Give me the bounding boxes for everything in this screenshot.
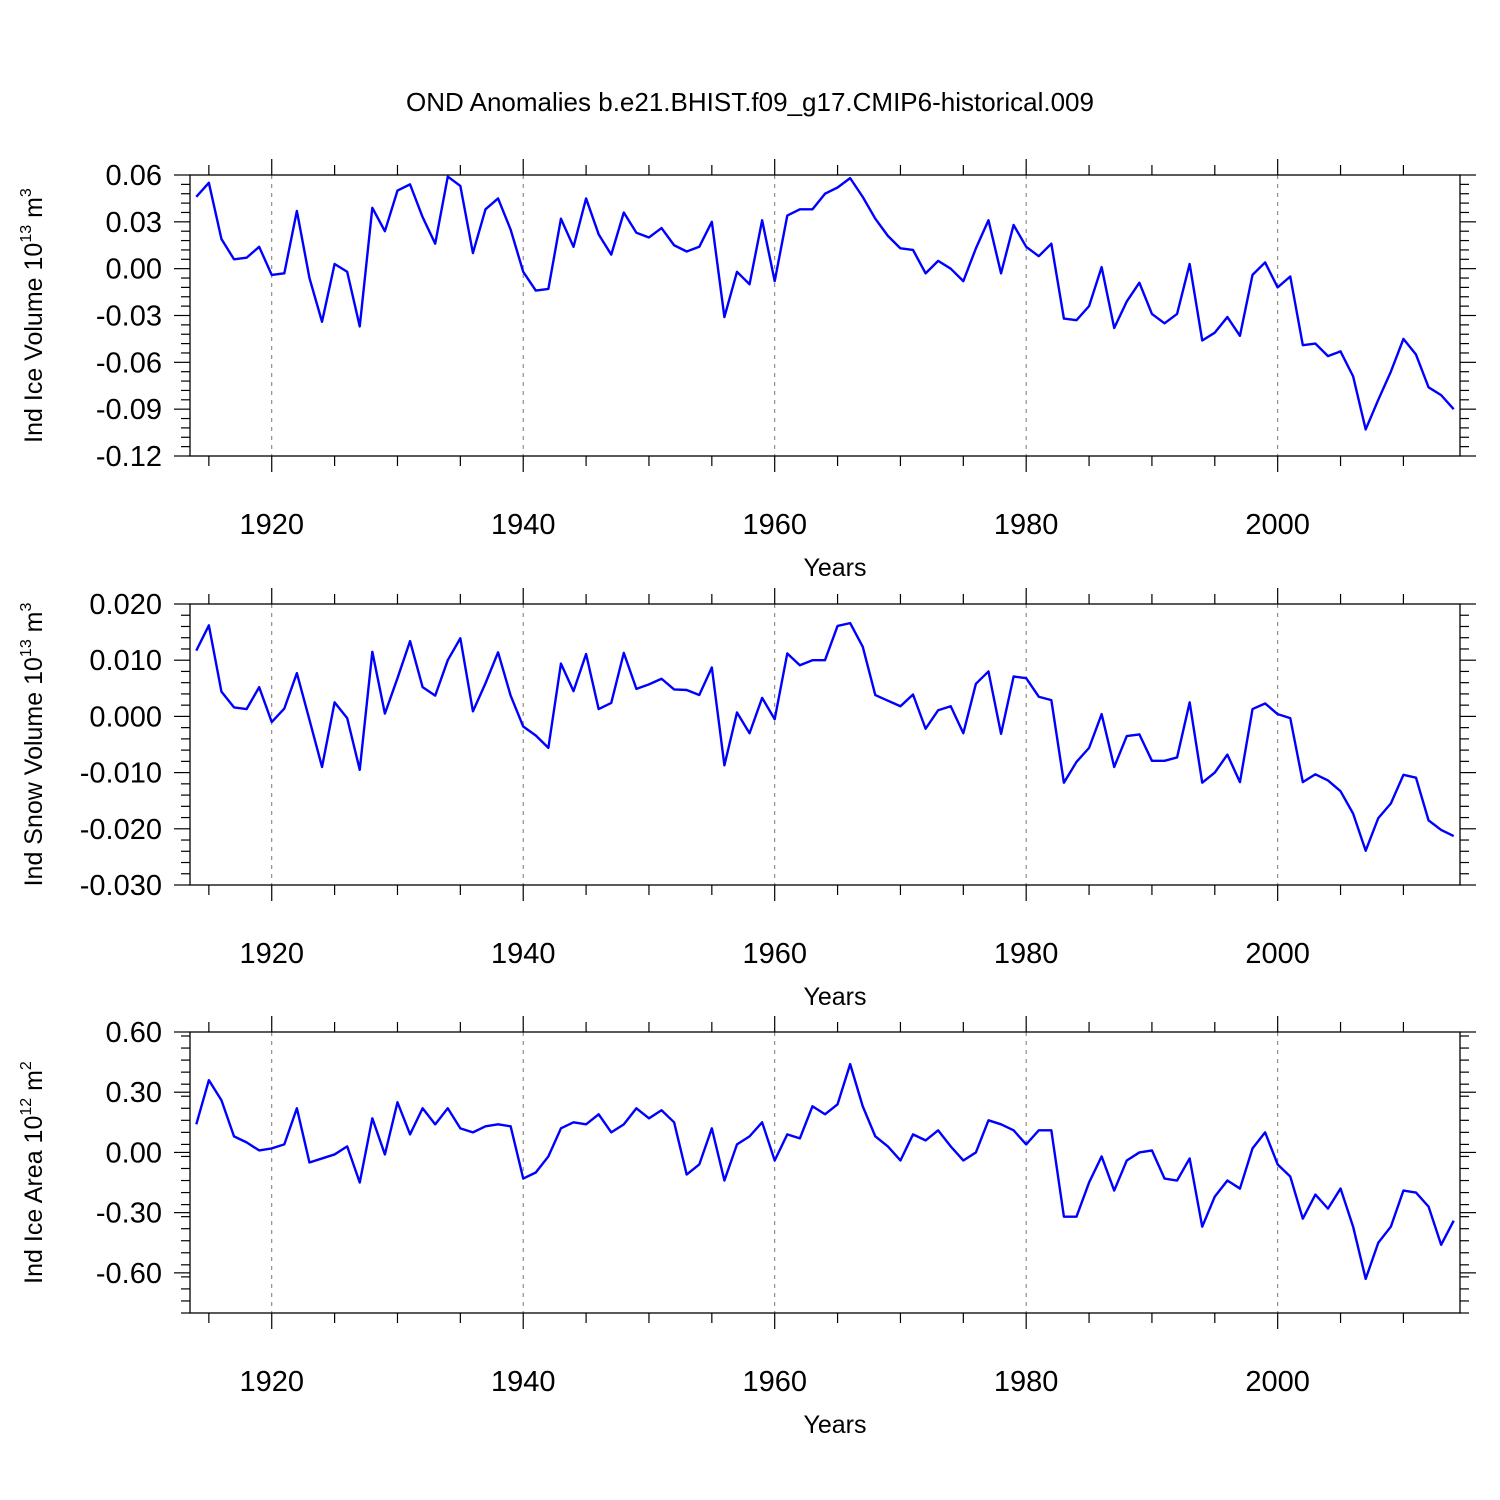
ice-volume-ytick-label: -0.12 — [96, 441, 162, 473]
ice-area-ytick-label: 0.00 — [106, 1137, 162, 1169]
ice-area-ytick-label: -0.60 — [96, 1258, 162, 1290]
ice-volume-ytick-label: 0.03 — [106, 207, 162, 239]
ice-volume-ylabel-unit-exponent: 3 — [18, 188, 35, 197]
ice-area-ylabel-unit-exponent: 2 — [18, 1061, 35, 1070]
panel-ice-volume: 1920 1940 1960 1980 2000 -0.12 -0.09 -0.06 -0.03… — [18, 159, 1476, 582]
snow-volume-ytick-label: 0.010 — [89, 645, 162, 677]
ice-area-ytick-label: 0.60 — [106, 1017, 162, 1049]
ice-area-xtick-label-2000: 2000 — [1245, 1366, 1310, 1398]
ice-volume-xtick-label-1920: 1920 — [239, 509, 304, 541]
ice-volume-xtick-label-1960: 1960 — [742, 509, 807, 541]
ice-volume-ytick-label: 0.00 — [106, 254, 162, 286]
ice-area-xtick-label-1960: 1960 — [742, 1366, 807, 1398]
ice-area-ylabel-text: Ind Ice Area 10 — [20, 1116, 48, 1284]
ice-area-ytick-label: 0.30 — [106, 1077, 162, 1109]
ice-area-plot-frame — [189, 1031, 1461, 1314]
ice-volume-ylabel-text: Ind Ice Volume 10 — [20, 243, 48, 443]
ice-area-series-line — [195, 1062, 1455, 1281]
ice-area-xtick-label-1980: 1980 — [994, 1366, 1059, 1398]
ice-area-xtick-label-1940: 1940 — [491, 1366, 556, 1398]
ice-volume-ylabel-unit: m — [20, 197, 48, 225]
ice-volume-series-line — [195, 175, 1455, 431]
snow-volume-ytick-label: -0.030 — [80, 870, 162, 902]
ice-area-xtick-label-1920: 1920 — [239, 1366, 304, 1398]
ice-volume-ytick-label: -0.06 — [96, 347, 162, 379]
snow-volume-xlabel: Years — [803, 983, 866, 1011]
snow-volume-ylabel-unit: m — [20, 612, 48, 640]
ice-volume-ytick-label: -0.03 — [96, 301, 162, 333]
snow-volume-ylabel-unit-exponent: 3 — [18, 603, 35, 612]
snow-volume-xtick-label-1920: 1920 — [239, 938, 304, 970]
ice-volume-ylabel-exponent: 13 — [18, 225, 35, 243]
snow-volume-plot-frame — [189, 603, 1461, 886]
snow-volume-xtick-label-1960: 1960 — [742, 938, 807, 970]
snow-volume-ytick-label: 0.020 — [89, 589, 162, 621]
ice-volume-xtick-label-1940: 1940 — [491, 509, 556, 541]
panel-snow-volume: 1920 1940 1960 1980 2000 -0.030 -0.020 -0.010 0.… — [18, 588, 1476, 1011]
snow-volume-ytick-label: -0.010 — [80, 758, 162, 790]
ice-area-ylabel-unit: m — [20, 1070, 48, 1098]
ice-volume-ylabel: Ind Ice Volume 1013 m3 — [18, 188, 48, 443]
snow-volume-ylabel-exponent: 13 — [18, 639, 35, 657]
snow-volume-ylabel: Ind Snow Volume 1013 m3 — [18, 603, 48, 887]
ice-area-ytick-label: -0.30 — [96, 1198, 162, 1230]
snow-volume-ylabel-text: Ind Snow Volume 10 — [20, 657, 48, 886]
ice-volume-xtick-label-2000: 2000 — [1245, 509, 1310, 541]
snow-volume-xtick-label-1940: 1940 — [491, 938, 556, 970]
ice-area-ylabel-exponent: 12 — [18, 1098, 35, 1116]
ice-volume-plot-frame — [189, 174, 1461, 457]
snow-volume-ytick-label: 0.000 — [89, 701, 162, 733]
panel-ice-area: 1920 1940 1960 1980 2000 -0.60 -0.30 0.00 0.30 0.… — [18, 1016, 1476, 1439]
snow-volume-series-line — [195, 621, 1455, 852]
ice-area-ylabel: Ind Ice Area 1012 m2 — [18, 1061, 48, 1284]
ice-volume-ytick-label: 0.06 — [106, 160, 162, 192]
ice-volume-xtick-label-1980: 1980 — [994, 509, 1059, 541]
chart-title: OND Anomalies b.e21.BHIST.f09_g17.CMIP6-… — [406, 87, 1094, 117]
ice-area-xlabel: Years — [803, 1411, 866, 1439]
snow-volume-ytick-label: -0.020 — [80, 814, 162, 846]
ice-volume-ytick-label: -0.09 — [96, 394, 162, 426]
snow-volume-xtick-label-2000: 2000 — [1245, 938, 1310, 970]
ice-volume-xlabel: Years — [803, 554, 866, 582]
snow-volume-xtick-label-1980: 1980 — [994, 938, 1059, 970]
